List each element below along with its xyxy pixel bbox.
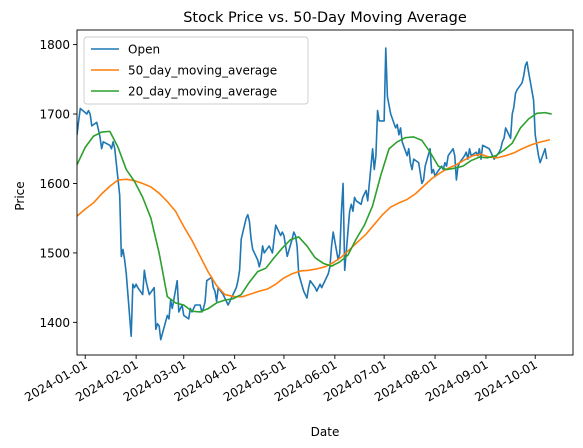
y-tick-label: 1700 (39, 108, 70, 122)
plot-frame (76, 29, 574, 356)
y-tick-label: 1500 (39, 246, 70, 260)
plot-area (77, 47, 552, 341)
chart-title: Stock Price vs. 50-Day Moving Average (183, 10, 467, 26)
series-line-3 (77, 111, 552, 313)
legend-label: 50_day_moving_average (128, 64, 277, 78)
y-tick-label: 1600 (39, 177, 70, 191)
y-tick-label: 1800 (39, 38, 70, 52)
legend: Open 50_day_moving_average 20_day_moving_a… (83, 36, 309, 105)
series-line-1 (77, 47, 548, 341)
axes (76, 29, 574, 356)
legend-label: Open (128, 43, 160, 57)
y-tick-label: 1400 (39, 316, 70, 330)
legend-box (83, 36, 309, 105)
legend-label: 20_day_moving_average (128, 85, 277, 99)
y-axis-label: Price (13, 181, 27, 210)
x-axis-label: Date (311, 425, 340, 439)
series-line-2 (77, 138, 551, 298)
